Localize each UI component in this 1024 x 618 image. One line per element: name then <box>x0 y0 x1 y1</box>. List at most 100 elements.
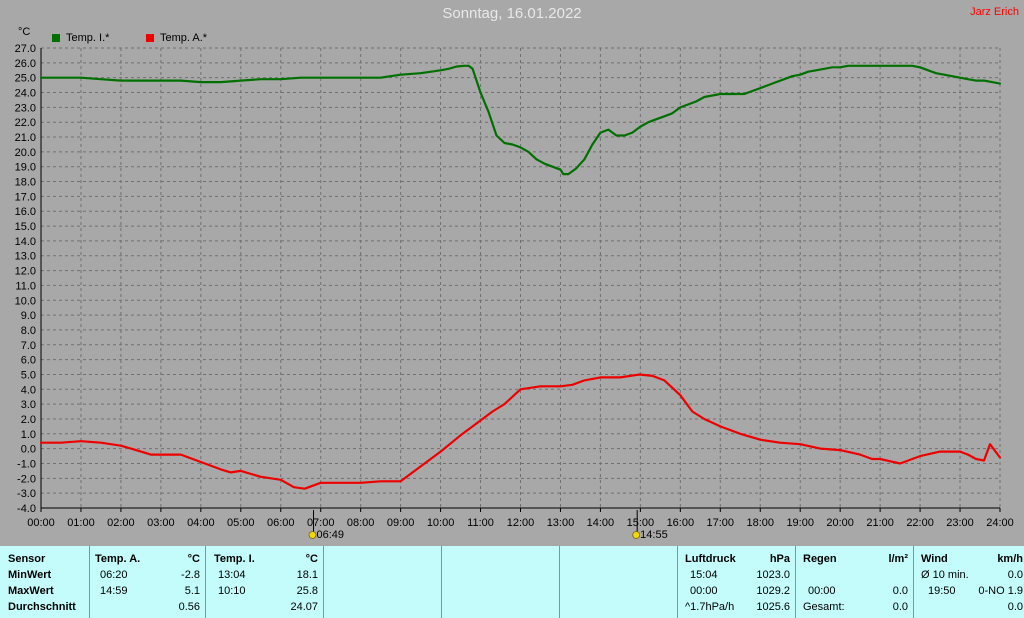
legend-item-outdoor: Temp. A.* <box>146 32 207 44</box>
pressure-r2-label: 00:00 <box>690 585 718 597</box>
x-tick-label: 21:00 <box>866 517 894 529</box>
pressure-r3-label: ^1.7hPa/h <box>685 601 735 613</box>
y-tick-label: 11.0 <box>15 280 36 292</box>
sunset-icon <box>632 531 641 539</box>
rain-r3-value: 0.0 <box>892 601 908 613</box>
marker-label: 14:55 <box>640 529 668 541</box>
y-tick-label: 19.0 <box>15 162 36 174</box>
x-tick-label: 16:00 <box>667 517 695 529</box>
rain-r3-label: Gesamt: <box>803 601 845 613</box>
rain-unit: l/m² <box>888 553 908 565</box>
x-tick-label: 04:00 <box>187 517 215 529</box>
y-tick-label: 18.0 <box>15 177 36 189</box>
wind-header: Wind <box>921 553 948 565</box>
y-tick-label: 7.0 <box>21 340 36 352</box>
x-tick-label: 01:00 <box>67 517 95 529</box>
y-tick-label: 9.0 <box>21 310 36 322</box>
pressure-column: Luftdruck hPa 15:04 1023.0 00:00 1029.2 … <box>677 546 796 618</box>
temp-a-max-time: 14:59 <box>100 585 128 597</box>
row-label-max: MaxWert <box>8 585 54 597</box>
y-tick-label: 2.0 <box>21 414 36 426</box>
chart-title: Sonntag, 16.01.2022 <box>442 5 582 22</box>
sensor-header: Sensor <box>8 553 46 565</box>
wind-r1-label: Ø 10 min. <box>921 569 969 581</box>
author-label: Jarz Erich <box>970 6 1019 18</box>
y-tick-label: 10.0 <box>15 295 36 307</box>
y-tick-label: 4.0 <box>21 384 36 396</box>
marker-label: 06:49 <box>317 529 345 541</box>
temp-a-unit: °C <box>187 553 200 565</box>
sunrise-icon <box>308 531 317 539</box>
y-tick-label: 16.0 <box>15 206 36 218</box>
statistics-table: Sensor MinWert MaxWert Durchschnitt Temp… <box>0 546 1024 618</box>
legend-swatch-indoor <box>52 34 60 42</box>
temp-i-header: Temp. I. <box>214 553 255 565</box>
rain-header: Regen <box>803 553 837 565</box>
y-tick-label: 27.0 <box>15 43 36 55</box>
temp-i-min-time: 13:04 <box>218 569 246 581</box>
y-tick-label: 20.0 <box>15 147 36 159</box>
grid-lines <box>40 47 1001 509</box>
wind-r2-label: 19:50 <box>928 585 956 597</box>
y-tick-label: 5.0 <box>21 369 36 381</box>
y-tick-label: 13.0 <box>15 251 36 263</box>
x-tick-label: 15:00 <box>627 517 655 529</box>
x-tick-label: 09:00 <box>387 517 415 529</box>
x-tick-label: 20:00 <box>826 517 854 529</box>
x-tick-label: 07:00 <box>307 517 335 529</box>
sensor-column: Sensor MinWert MaxWert Durchschnitt <box>0 546 89 618</box>
y-tick-label: 0.0 <box>21 444 36 456</box>
x-tick-label: 08:00 <box>347 517 375 529</box>
pressure-header: Luftdruck <box>685 553 736 565</box>
x-tick-label: 23:00 <box>946 517 974 529</box>
empty-column-2 <box>441 546 560 618</box>
pressure-r1-label: 15:04 <box>690 569 718 581</box>
x-tick-label: 11:00 <box>467 517 494 529</box>
wind-column: Wind km/h Ø 10 min. 0.0 19:50 0-NO 1.9 0… <box>913 546 1024 618</box>
y-unit-label: °C <box>18 26 31 38</box>
row-label-min: MinWert <box>8 569 52 581</box>
x-tick-label: 18:00 <box>746 517 774 529</box>
y-tick-label: 14.0 <box>15 236 36 248</box>
temp-i-max: 25.8 <box>296 585 318 597</box>
empty-column-3 <box>559 546 678 618</box>
x-tick-label: 24:00 <box>986 517 1014 529</box>
pressure-r2-value: 1029.2 <box>756 585 790 597</box>
rain-column: Regen l/m² 0.0 00:00 Gesamt: 0.0 <box>795 546 914 618</box>
time-markers: 06:49 14:55 <box>308 510 668 541</box>
y-tick-label: 26.0 <box>15 58 36 70</box>
y-tick-label: 8.0 <box>21 325 36 337</box>
series-lines <box>39 64 1002 490</box>
x-tick-label: 13:00 <box>547 517 575 529</box>
temp-i-min: 18.1 <box>296 569 318 581</box>
rain-r2-label: 00:00 <box>808 585 836 597</box>
temp-a-min-time: 06:20 <box>100 569 128 581</box>
x-tick-label: 02:00 <box>107 517 135 529</box>
y-tick-label: 12.0 <box>15 266 36 278</box>
x-tick-label: 03:00 <box>147 517 175 529</box>
y-tick-label: 25.0 <box>15 73 36 85</box>
legend-item-indoor: Temp. I.* <box>52 32 109 44</box>
x-tick-label: 12:00 <box>507 517 535 529</box>
temp-i-unit: °C <box>305 553 318 565</box>
legend-label-indoor: Temp. I.* <box>66 32 110 44</box>
wind-unit: km/h <box>997 553 1023 565</box>
legend-label-outdoor: Temp. A.* <box>160 32 208 44</box>
temp-a-header: Temp. A. <box>95 553 141 565</box>
temp-a-column: Temp. A. °C 06:20 -2.8 14:59 5.1 0.56 <box>89 546 206 618</box>
x-tick-label: 10:00 <box>427 517 455 529</box>
y-tick-label: 17.0 <box>15 191 36 203</box>
axes <box>40 48 1001 512</box>
y-tick-label: 21.0 <box>15 132 36 144</box>
row-label-avg: Durchschnitt <box>8 601 76 613</box>
temp-a-min: -2.8 <box>181 569 200 581</box>
y-tick-label: -3.0 <box>17 488 36 500</box>
y-tick-label: 3.0 <box>21 399 36 411</box>
y-tick-label: -4.0 <box>17 503 36 515</box>
pressure-r3-value: 1025.6 <box>756 601 790 613</box>
rain-r1-value: 0.0 <box>892 585 908 597</box>
y-tick-label: 6.0 <box>21 355 36 367</box>
temp-i-max-time: 10:10 <box>218 585 246 597</box>
x-tick-label: 14:00 <box>587 517 615 529</box>
temp-a-max: 5.1 <box>184 585 200 597</box>
